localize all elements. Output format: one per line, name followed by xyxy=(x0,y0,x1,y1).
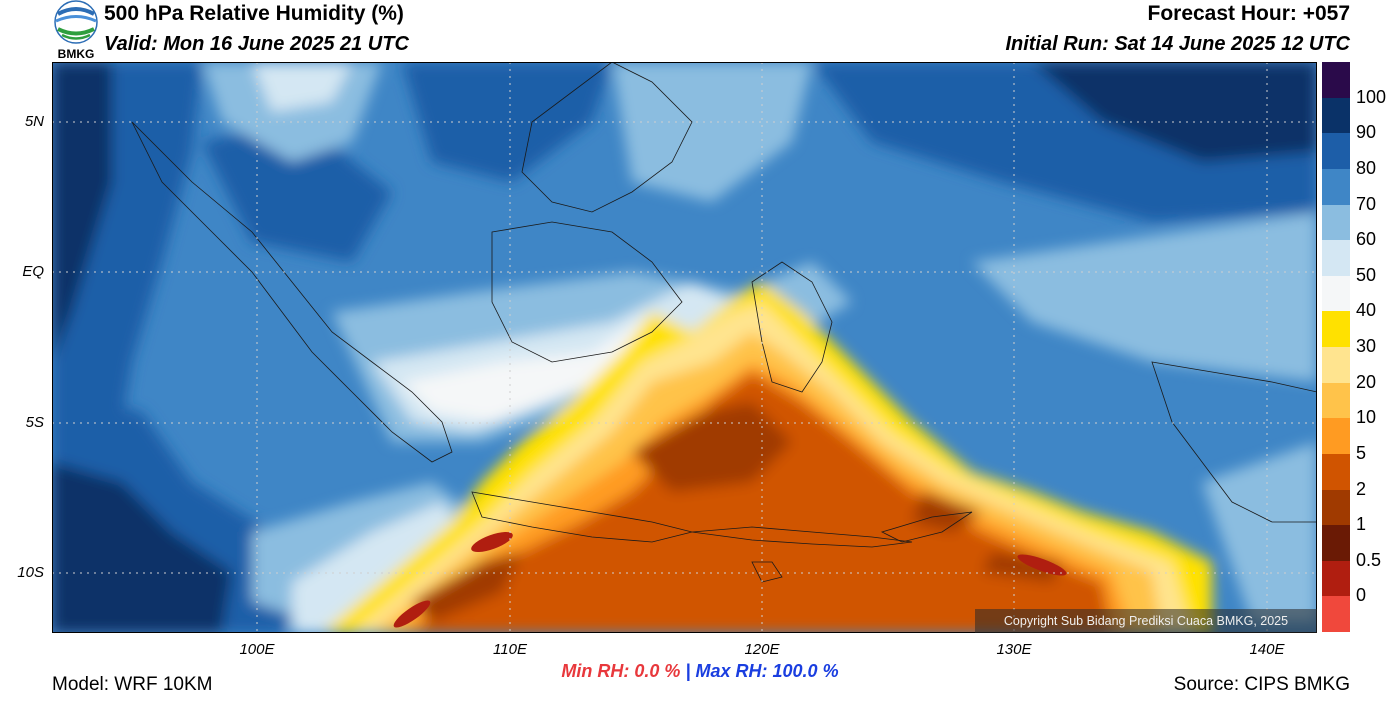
colorbar-tick-label: 40 xyxy=(1356,300,1377,321)
colorbar-tick-label: 100 xyxy=(1356,86,1387,107)
colorbar-segment xyxy=(1322,168,1350,205)
lon-label-110e: 110E xyxy=(493,641,527,658)
copyright-notice: Copyright Sub Bidang Prediksi Cuaca BMKG… xyxy=(975,609,1317,633)
graticule xyxy=(52,62,1317,633)
colorbar-tick-label: 80 xyxy=(1356,157,1377,178)
colorbar-segment xyxy=(1322,525,1350,561)
chart-title: 500 hPa Relative Humidity (%) xyxy=(104,2,404,25)
lon-label-120e: 120E xyxy=(744,641,780,658)
colorbar-tick-label: 5 xyxy=(1356,442,1367,463)
colorbar-tick-label: 0 xyxy=(1356,585,1367,606)
colorbar-tick-label: 0.5 xyxy=(1356,549,1382,570)
lon-label-140e: 140E xyxy=(1249,641,1285,658)
colorbar-segment xyxy=(1322,62,1350,98)
initial-run: Initial Run: Sat 14 June 2025 12 UTC xyxy=(1005,33,1350,55)
data-source: Source: CIPS BMKG xyxy=(1173,674,1350,695)
logo-text: BMKG xyxy=(58,47,95,61)
bmkg-logo: BMKG xyxy=(50,0,102,62)
colorbar-segment xyxy=(1322,347,1350,383)
coastlines xyxy=(131,62,1317,583)
lat-label-10s: 10S xyxy=(17,564,44,581)
colorbar-tick-label: 60 xyxy=(1356,229,1377,250)
lat-label-eq: EQ xyxy=(22,263,44,280)
colorbar-segment xyxy=(1322,489,1350,526)
colorbar-segment xyxy=(1322,596,1350,632)
colorbar-tick-label: 70 xyxy=(1356,193,1377,214)
colorbar-segment xyxy=(1322,382,1350,419)
colorbar-segment xyxy=(1322,453,1350,490)
forecast-hour: Forecast Hour: +057 xyxy=(1147,2,1351,25)
lon-label-130e: 130E xyxy=(996,641,1032,658)
colorbar-tick-label: 20 xyxy=(1356,371,1377,392)
rh-stats: Min RH: 0.0 % | Max RH: 100.0 % xyxy=(0,661,1400,682)
max-rh: Max RH: 100.0 % xyxy=(695,661,839,681)
colorbar-segment xyxy=(1322,133,1350,169)
colorbar-tick-label: 30 xyxy=(1356,336,1377,356)
colorbar-tick-label: 90 xyxy=(1356,122,1377,143)
colorbar-segment xyxy=(1322,275,1350,312)
colorbar-segment xyxy=(1322,97,1350,134)
colorbar-tick-label: 1 xyxy=(1356,514,1367,535)
colorbar-segment xyxy=(1322,418,1350,454)
lat-label-5n: 5N xyxy=(24,113,44,130)
colorbar-segment xyxy=(1322,560,1350,597)
valid-time: Valid: Mon 16 June 2025 21 UTC xyxy=(104,33,409,55)
colorbar-tick-label: 2 xyxy=(1356,478,1367,499)
lat-label-5s: 5S xyxy=(25,414,44,431)
colorbar-segment xyxy=(1322,311,1350,347)
colorbar-segment xyxy=(1322,240,1350,276)
colorbar xyxy=(1322,62,1350,632)
colorbar-segment xyxy=(1322,204,1350,241)
min-rh: Min RH: 0.0 % xyxy=(561,661,681,681)
stats-separator: | xyxy=(685,661,691,681)
colorbar-tick-label: 50 xyxy=(1356,264,1377,285)
lon-label-100e: 100E xyxy=(239,641,275,658)
model-name: Model: WRF 10KM xyxy=(52,674,213,695)
rh-field xyxy=(52,62,1317,633)
humidity-map xyxy=(52,62,1317,633)
colorbar-tick-label: 10 xyxy=(1356,407,1377,428)
